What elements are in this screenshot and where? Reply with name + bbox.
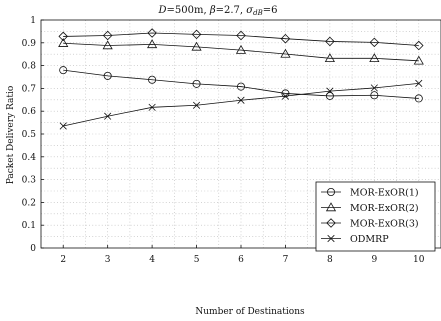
legend-label: ODMRP [350,234,389,245]
x-tick-label: 8 [327,255,333,265]
point-marker-cross [192,101,201,109]
tick-labels: 0 0.1 0.2 0.3 0.4 0.5 0.6 0.7 0.8 0.9 1 2 3 4 5 6 7 8 9 10 [22,16,425,265]
y-tick-label: 0.5 [22,130,37,140]
point-marker-triangle [325,202,337,212]
series-line [63,42,419,62]
y-tick-label: 0.3 [22,176,37,186]
legend-entry: MOR-ExOR(3) [321,218,419,230]
point-marker-triangle [235,44,247,54]
legend: MOR-ExOR(1) MOR-ExOR(2) MOR-ExOR(3) ODMRP [315,181,436,252]
point-marker-circle [103,71,112,80]
title-d-value: =500m, [167,5,210,16]
title-beta-value: =2.7, [216,5,247,16]
title-sigma-label: σ [246,5,254,16]
title-sigma-value: =6 [263,5,278,16]
point-marker-triangle [58,38,69,47]
y-tick-label: 0 [30,244,36,254]
svg-text:D=500m, β=2.7, σdB=6: D=500m, β=2.7, σdB=6 [158,5,278,17]
plot-axes [40,19,441,249]
title-beta-label: β [209,5,216,16]
series-3 [58,28,424,51]
x-axis-label: Number of Destinations [195,307,305,317]
legend-entry: ODMRP [321,234,389,245]
legend-label: MOR-ExOR(3) [350,219,419,230]
point-marker-diamond [369,37,380,48]
legend-entry: MOR-ExOR(1) [321,188,419,199]
point-marker-triangle [191,41,202,51]
point-marker-circle [148,75,157,84]
point-marker-circle [370,91,379,100]
y-tick-label: 0.4 [22,153,37,163]
x-tick-label: 6 [238,255,244,265]
chart-title: D=500m, β=2.7, σdB=6 [158,5,278,17]
data-series [58,28,424,130]
point-marker-cross [327,234,335,243]
point-marker-cross [237,96,245,104]
title-sigma-sub: dB [253,9,263,17]
point-marker-cross [148,103,156,111]
point-marker-cross [415,79,423,87]
x-tick-label: 4 [149,255,155,265]
point-marker-triangle [369,53,380,63]
point-marker-diamond [326,218,336,228]
y-tick-label: 0.8 [22,62,37,72]
y-tick-label: 0.6 [22,107,37,117]
point-marker-diamond [325,36,335,47]
point-marker-circle [325,91,334,100]
point-marker-circle [59,66,68,75]
series-1 [59,66,423,103]
point-marker-diamond [147,28,157,38]
x-tick-label: 7 [283,255,289,265]
point-marker-cross [59,122,67,130]
point-marker-diamond [102,30,113,41]
point-marker-diamond [414,40,424,51]
y-tick-label: 0.9 [22,39,37,49]
y-tick-label: 0.7 [22,84,37,94]
point-marker-triangle [147,39,158,49]
x-tick-label: 2 [60,255,66,265]
x-tick-label: 5 [194,255,200,265]
x-tick-label: 9 [371,255,377,265]
point-marker-diamond [58,31,68,42]
series-line [63,69,419,99]
legend-box [315,181,436,252]
point-marker-triangle [413,55,424,65]
point-marker-triangle [324,53,335,63]
point-marker-diamond [280,33,291,44]
point-marker-cross [326,87,334,95]
point-marker-circle [281,89,290,98]
point-marker-cross [281,92,290,100]
x-tick-label: 3 [105,255,111,265]
point-marker-triangle [280,48,291,58]
y-tick-label: 0.2 [22,198,36,208]
point-marker-circle [414,94,423,103]
x-tick-label: 10 [413,255,425,265]
legend-label: MOR-ExOR(2) [350,203,419,214]
point-marker-diamond [236,30,246,41]
series-4 [59,79,423,130]
point-marker-cross [104,112,112,120]
legend-label: MOR-ExOR(1) [350,188,419,199]
series-2 [58,38,424,65]
y-tick-label: 0.1 [22,221,36,231]
point-marker-diamond [191,29,202,40]
y-axis-label: Packet Delivery Ratio [6,86,16,185]
legend-entry: MOR-ExOR(2) [321,202,419,214]
point-marker-triangle [102,40,113,50]
title-d-label: D [158,5,167,16]
y-tick-label: 1 [30,16,36,26]
series-line [63,32,419,46]
point-marker-circle [326,187,335,196]
point-marker-circle [236,82,245,91]
point-marker-circle [192,79,201,88]
point-marker-cross [370,84,378,92]
